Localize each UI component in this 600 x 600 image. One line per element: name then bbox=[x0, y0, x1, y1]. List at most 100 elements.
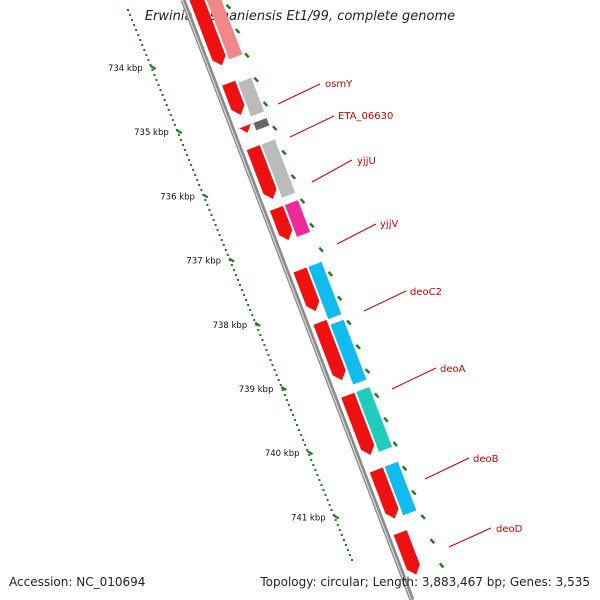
label-leader-line bbox=[336, 223, 377, 245]
forward-gene-arrow bbox=[238, 122, 252, 133]
outer-gene-ETA_06630 bbox=[253, 117, 270, 131]
scale-dot bbox=[247, 304, 250, 306]
scale-dot bbox=[265, 349, 268, 351]
outer-tick-mark bbox=[309, 222, 315, 229]
scale-dot bbox=[190, 164, 193, 166]
scale-dot bbox=[324, 494, 327, 496]
scale-dot bbox=[159, 89, 162, 91]
outer-gene-light-red bbox=[206, 0, 243, 60]
scale-dot bbox=[200, 189, 203, 191]
scale-dot bbox=[289, 409, 292, 411]
forward-gene-arrow bbox=[313, 319, 346, 381]
scale-dot bbox=[320, 484, 323, 486]
scale-dot bbox=[351, 559, 353, 561]
kbp-major-tick bbox=[150, 65, 157, 70]
gene-labels: osmY ETA_06630 yjjU yjjV deoC2 deoA deoB deoD bbox=[277, 79, 523, 548]
scale-dot bbox=[300, 434, 303, 436]
outer-tick-mark bbox=[420, 514, 426, 520]
scale-dot bbox=[198, 184, 201, 186]
outer-gene-yjjV bbox=[284, 200, 311, 237]
scale-dot bbox=[281, 389, 284, 391]
scale-dot bbox=[285, 399, 288, 401]
outer-ticks bbox=[225, 3, 445, 569]
outer-tick-mark bbox=[392, 441, 398, 447]
kbp-major-tick bbox=[306, 450, 314, 456]
outer-tick-mark bbox=[429, 538, 436, 544]
scale-dot bbox=[308, 454, 311, 456]
gene-label-ETA_06630: ETA_06630 bbox=[338, 111, 393, 122]
forward-gene-arrow bbox=[393, 530, 420, 575]
gene-label-deoA: deoA bbox=[440, 364, 466, 375]
scale-dot bbox=[173, 124, 176, 126]
outer-tick-mark bbox=[272, 125, 278, 132]
scale-dot bbox=[330, 509, 333, 511]
scale-dot bbox=[141, 44, 144, 46]
scale-dot bbox=[179, 139, 182, 141]
scale-dot bbox=[255, 324, 258, 326]
outer-tick-mark bbox=[383, 416, 389, 423]
gene-label-deoC2: deoC2 bbox=[410, 287, 442, 298]
scale-dot bbox=[291, 414, 294, 416]
scale-dot bbox=[243, 294, 246, 296]
scale-dot bbox=[155, 79, 158, 81]
outer-tick-mark bbox=[364, 368, 371, 374]
scale-dot bbox=[157, 84, 160, 86]
scale-dot bbox=[322, 489, 325, 491]
scale-dot bbox=[135, 29, 138, 31]
scale-dot bbox=[269, 359, 272, 361]
outer-tick-mark bbox=[290, 174, 296, 180]
scale-dot bbox=[283, 394, 286, 396]
scale-dot bbox=[287, 404, 290, 406]
outer-tick-mark bbox=[346, 319, 352, 326]
kbp-label: 736 kbp bbox=[160, 192, 195, 202]
scale-dot bbox=[257, 329, 260, 331]
outer-tick-mark bbox=[336, 295, 343, 302]
scale-dot bbox=[208, 209, 211, 211]
scale-dot bbox=[234, 274, 237, 276]
scale-dot bbox=[259, 334, 262, 336]
scale-dot bbox=[239, 284, 241, 286]
accession-text: Accession: NC_010694 bbox=[9, 575, 146, 589]
label-leader-line bbox=[391, 367, 437, 390]
scale-dot bbox=[302, 439, 305, 441]
forward-gene-arrow bbox=[246, 145, 277, 200]
scale-dot bbox=[241, 289, 244, 291]
scale-dot bbox=[149, 64, 152, 66]
kbp-ticks: 734 kbp 735 kbp 736 kbp 737 kbp 738 kbp 739 k… bbox=[108, 9, 353, 561]
scale-dot bbox=[137, 34, 140, 36]
outer-tick-mark bbox=[327, 271, 334, 277]
scale-dot bbox=[342, 539, 345, 541]
scale-dot bbox=[212, 219, 215, 221]
scale-dot bbox=[147, 59, 150, 61]
scale-dot bbox=[277, 379, 280, 381]
scale-dot bbox=[161, 94, 164, 96]
scale-dot bbox=[296, 424, 299, 426]
scale-dot bbox=[153, 74, 156, 76]
gene-label-osmY: osmY bbox=[325, 79, 353, 90]
scale-dot bbox=[230, 264, 233, 266]
scale-dot bbox=[304, 444, 307, 446]
scale-dot bbox=[267, 354, 270, 356]
kbp-label: 737 kbp bbox=[186, 257, 221, 267]
outer-tick-mark bbox=[234, 28, 241, 34]
scale-dot bbox=[186, 154, 189, 156]
kbp-major-tick bbox=[176, 129, 183, 135]
outer-gene-osmY bbox=[238, 77, 265, 117]
scale-dot bbox=[293, 419, 296, 421]
outer-gene-deoC2 bbox=[308, 261, 342, 320]
scale-dot bbox=[236, 279, 239, 281]
outer-gene-deoB bbox=[356, 387, 393, 452]
scale-dot bbox=[332, 514, 335, 516]
scale-dot bbox=[214, 224, 217, 226]
scale-dot bbox=[249, 309, 252, 311]
scale-dot bbox=[210, 214, 213, 216]
gene-label-deoD: deoD bbox=[496, 524, 523, 535]
label-leader-line bbox=[448, 527, 492, 548]
outer-tick-mark bbox=[401, 465, 408, 472]
scale-dot bbox=[328, 504, 331, 506]
label-leader-line bbox=[277, 83, 321, 105]
gene-label-yjjU: yjjU bbox=[357, 156, 376, 167]
kbp-major-tick bbox=[202, 193, 209, 199]
scale-dot bbox=[163, 99, 166, 101]
